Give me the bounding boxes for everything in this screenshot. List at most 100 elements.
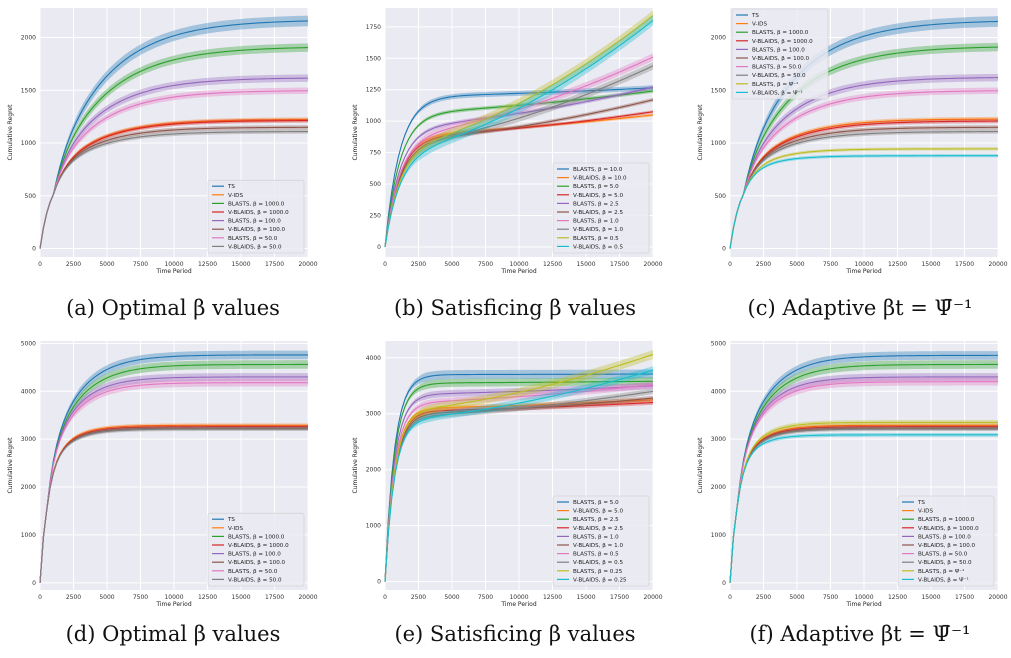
legend-label: V-IDS [918, 509, 933, 515]
legend-label: V-BLAIDS, β = 1.0 [573, 227, 623, 233]
y-tick-label: 1500 [711, 87, 726, 94]
x-tick-label: 10000 [509, 594, 528, 601]
x-tick-label: 5000 [444, 261, 459, 268]
legend-label: BLASTS, β = 0.5 [573, 552, 619, 558]
series-line-9 [729, 434, 999, 583]
y-tick-label: 1000 [21, 532, 36, 539]
x-tick-label: 17500 [610, 261, 629, 268]
legend-label: BLASTS, β = 1.0 [573, 219, 619, 225]
legend-label: BLASTS, β = 1.0 [573, 534, 619, 540]
series-band-8 [385, 349, 653, 582]
legend-label: V-BLAIDS, β = 0.5 [573, 244, 623, 250]
caption-b: (b) Satisficing β values [393, 296, 637, 320]
x-tick-label: 5000 [789, 261, 804, 268]
legend-label: V-BLAIDS, β = 100.0 [228, 560, 286, 566]
y-tick-label: 1000 [21, 140, 36, 147]
series-line-5 [39, 427, 309, 583]
legend-label: V-BLAIDS, β = 5.0 [573, 193, 623, 199]
x-tick-label: 10000 [509, 261, 528, 268]
x-tick-label: 15000 [921, 261, 940, 268]
x-tick-label: 0 [728, 261, 732, 268]
caption-e: (e) Satisficing β values [394, 622, 636, 646]
x-tick-label: 12500 [888, 594, 907, 601]
series-band-2 [40, 43, 308, 249]
series-line-1 [39, 424, 309, 583]
legend-label: V-BLAIDS, β = 100.0 [752, 56, 810, 62]
series-line-2 [729, 363, 999, 583]
legend-label: V-BLAIDS, β = 1000.0 [752, 39, 813, 45]
caption-a: (a) Optimal β values [66, 296, 280, 320]
y-tick-label: 500 [25, 193, 37, 200]
legend-label: BLASTS, β = 2.5 [573, 517, 619, 523]
legend-label: V-BLAIDS, β = 10.0 [573, 176, 627, 182]
series-line-7 [729, 131, 999, 249]
legend-label: BLASTS, β = 100.0 [228, 552, 281, 558]
legend-label: BLASTS, β = Ψ̄⁻¹ [752, 81, 798, 88]
legend-label: BLASTS, β = 0.25 [573, 569, 623, 575]
legend-label: V-BLAIDS, β = 50.0 [918, 560, 972, 566]
legend-label: V-BLAIDS, β = 1000.0 [228, 210, 289, 216]
chart-e: 0 2500 5000 7500 10000 12500 15000 17500 20000 0 1… [352, 341, 663, 608]
series-line-4 [384, 385, 654, 582]
legend-box [552, 162, 650, 254]
series-line-1 [384, 114, 654, 248]
y-tick-label: 1250 [366, 87, 381, 94]
x-tick-label: 10000 [164, 594, 183, 601]
x-tick-label: 0 [38, 594, 42, 601]
x-tick-label: 2500 [66, 261, 81, 268]
y-tick-label: 250 [370, 213, 382, 220]
y-tick-label: 1000 [366, 523, 381, 530]
x-tick-label: 17500 [265, 594, 284, 601]
legend-label: V-BLAIDS, β = 1000.0 [228, 543, 289, 549]
y-tick-label: 2000 [366, 467, 381, 474]
legend-label: V-BLAIDS, β = 50.0 [228, 244, 282, 250]
x-tick-label: 0 [383, 594, 387, 601]
legend-label: BLASTS, β = 50.0 [752, 65, 802, 71]
series-band-7 [385, 62, 653, 247]
x-tick-label: 7500 [823, 594, 838, 601]
chart-panel-e: 0 2500 5000 7500 10000 12500 15000 17500 20000 0 1… [345, 333, 665, 618]
x-tick-label: 2500 [411, 594, 426, 601]
x-tick-label: 15000 [231, 261, 250, 268]
chart-a: 0 2500 5000 7500 10000 12500 15000 17500 20000 0 5… [7, 8, 318, 275]
x-tick-label: 10000 [164, 261, 183, 268]
legend-box [552, 495, 650, 587]
y-axis-label: Cumulative Regret [7, 104, 14, 161]
y-axis-label: Cumulative Regret [7, 437, 14, 494]
x-tick-label: 12500 [543, 261, 562, 268]
series-line-7 [384, 390, 654, 582]
series-line-6 [384, 384, 654, 582]
y-tick-label: 4000 [711, 388, 726, 395]
series-line-1 [729, 424, 999, 583]
x-axis-label: Time Period [500, 601, 536, 608]
x-tick-label: 7500 [478, 594, 493, 601]
legend-label: V-BLAIDS, β = 1.0 [573, 543, 623, 549]
series-band-5 [385, 97, 653, 247]
series-line-0 [39, 20, 309, 249]
series-band-6 [385, 53, 653, 247]
series-line-2 [39, 363, 309, 583]
x-tick-label: 12500 [543, 594, 562, 601]
series-line-3 [729, 120, 999, 249]
legend-label: BLASTS, β = 10.0 [573, 167, 623, 173]
x-axis-label: Time Period [155, 268, 191, 275]
series-line-7 [729, 428, 999, 583]
y-tick-label: 0 [377, 244, 381, 251]
series-line-7 [39, 131, 309, 249]
chart-c: 0 2500 5000 7500 10000 12500 15000 17500 20000 0 5… [697, 8, 1008, 275]
y-tick-label: 2000 [21, 484, 36, 491]
series-line-6 [39, 90, 309, 249]
x-tick-label: 7500 [823, 261, 838, 268]
x-tick-label: 5000 [99, 594, 114, 601]
chart-d: 0 2500 5000 7500 10000 12500 15000 17500 20000 0 1… [7, 340, 318, 608]
series-line-6 [39, 382, 309, 583]
y-tick-label: 0 [722, 246, 726, 253]
y-tick-label: 0 [722, 580, 726, 587]
series-line-0 [384, 373, 654, 582]
legend-label: BLASTS, β = 100.0 [752, 47, 805, 53]
legend-label: BLASTS, β = 50.0 [228, 569, 278, 575]
x-tick-label: 15000 [576, 261, 595, 268]
series-line-2 [384, 90, 654, 248]
x-tick-label: 15000 [921, 594, 940, 601]
y-tick-label: 2000 [21, 35, 36, 42]
